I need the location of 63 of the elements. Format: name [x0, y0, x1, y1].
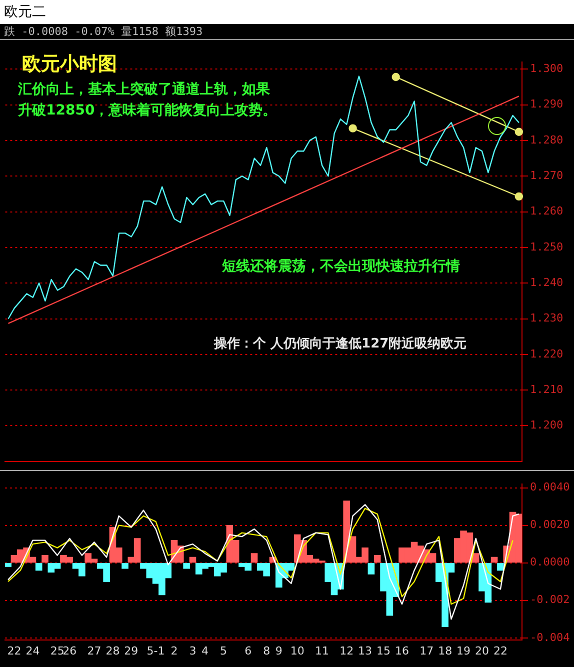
x-tick-label: 15 — [376, 644, 391, 658]
x-tick-label: 19 — [456, 644, 471, 658]
x-tick-label: 24 — [26, 644, 40, 658]
y-tick-label: 1.240 — [530, 276, 564, 289]
bar — [42, 555, 48, 563]
annotation: 汇价向上，基本上突破了通道上轨，如果升破12850，意味着可能恢复向上攻势。 — [17, 80, 277, 119]
bar — [35, 563, 42, 571]
x-tick-label: 18 — [438, 644, 452, 658]
y-tick-label: -0.004 — [530, 630, 570, 644]
chart-title: 欧元小时图 — [22, 52, 117, 75]
bar — [183, 563, 190, 569]
y-tick-label: 1.300 — [530, 62, 564, 75]
y-tick-label: 1.290 — [530, 98, 564, 111]
x-tick-label: 22 — [7, 644, 22, 658]
x-tick-label: 13 — [358, 644, 372, 658]
x-tick-label: 16 — [394, 644, 409, 658]
y-tick-label: 1.260 — [530, 204, 564, 218]
x-tick-label: 5 — [220, 644, 227, 658]
annotation: 短线还将震荡，不会出现快速拉升行情 — [221, 258, 460, 275]
y-tick-label: 1.210 — [530, 382, 564, 396]
y-tick-label: 1.220 — [530, 347, 564, 360]
x-tick-label: 20 — [474, 644, 489, 658]
x-tick-label: 3 — [189, 644, 196, 658]
x-tick-label: 5-1 — [146, 644, 165, 658]
x-tick-label: 8 — [263, 644, 270, 658]
bar — [250, 553, 258, 563]
annotation: 操作：个 人仍倾向于逢低127附近吸纳欧元 — [213, 335, 467, 352]
y-tick-label: 1.200 — [530, 418, 564, 432]
y-tick-label: -0.002 — [530, 593, 570, 606]
x-tick-label: 9 — [275, 644, 282, 658]
bar — [368, 563, 375, 574]
x-tick-label: 25 — [50, 644, 64, 658]
point — [514, 192, 524, 201]
bar — [189, 556, 196, 563]
x-tick-label: 22 — [493, 644, 508, 658]
bar — [497, 563, 504, 571]
x-tick-label: 17 — [420, 644, 434, 658]
y-tick-label: 0.0020 — [530, 518, 570, 532]
x-tick-label: 12 — [340, 644, 354, 658]
x-tick-label: 28 — [106, 644, 120, 658]
point — [392, 72, 400, 82]
y-tick-label: 0.0000 — [530, 556, 570, 569]
x-tick-label: 26 — [62, 644, 77, 658]
y-tick-label: 1.250 — [530, 240, 564, 254]
point — [348, 124, 357, 132]
x-tick-label: 2 — [170, 644, 178, 658]
bar — [490, 556, 498, 563]
y-tick-label: 1.230 — [530, 312, 564, 325]
x-tick-label: 11 — [314, 644, 329, 658]
bar — [122, 563, 128, 569]
x-tick-label: 29 — [124, 644, 138, 658]
x-tick-label: 27 — [87, 644, 102, 658]
y-tick-label: 0.0040 — [530, 480, 570, 494]
text: 跌 -0.0008 -0.07% 量1158 额1393 — [4, 25, 203, 38]
bar — [374, 555, 381, 563]
y-tick-label: 1.270 — [530, 168, 564, 182]
x-tick-label: 10 — [290, 644, 304, 658]
bar — [5, 563, 12, 567]
x-tick-label: 6 — [244, 644, 252, 658]
chart-subtitle: 欧元二 — [0, 0, 574, 24]
y-tick-label: 1.280 — [530, 133, 564, 146]
x-tick-label: 4 — [202, 644, 209, 658]
point — [514, 128, 524, 136]
